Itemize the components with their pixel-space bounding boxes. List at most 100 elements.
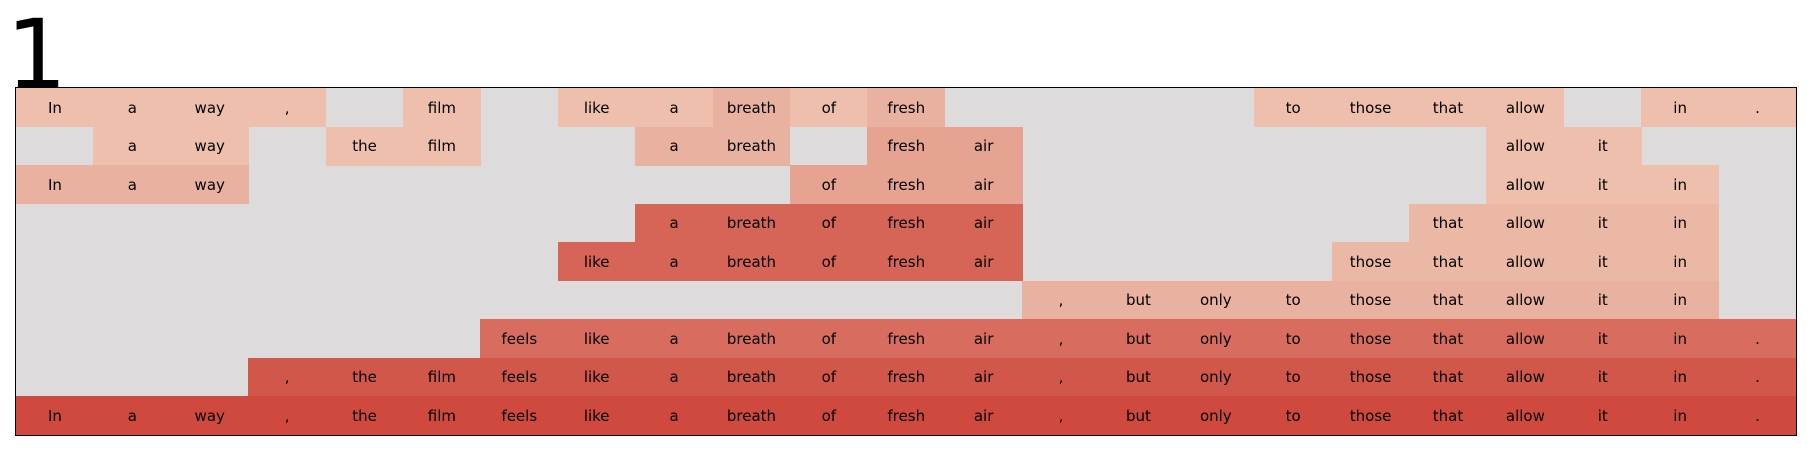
heatmap-cell [16,358,94,397]
heatmap-cell: of [789,203,868,243]
heatmap-cell: . [1718,396,1797,436]
heatmap-cell [171,281,249,320]
heatmap-cell: allow [1486,203,1565,243]
heatmap-cell: allow [1486,165,1565,205]
heatmap-cell: those [1331,242,1410,282]
heatmap-cell: in [1641,165,1720,205]
heatmap-cell: allow [1486,357,1565,397]
heatmap-cell: to [1254,396,1333,436]
heatmap-cell: of [789,396,868,436]
heatmap-cell: it [1563,126,1642,166]
heatmap-cell: like [557,88,636,128]
heatmap-cell: like [557,396,636,436]
heatmap-cell: feels [480,319,559,359]
heatmap-cell: but [1099,280,1178,320]
heatmap-cell [326,204,404,243]
heatmap-cell [945,88,1023,127]
heatmap-cell: way [170,396,249,436]
heatmap-cell: of [789,242,868,282]
heatmap-cell [1332,127,1410,166]
heatmap-cell: of [789,319,868,359]
heatmap-cell: that [1409,203,1487,243]
heatmap-cell: film [402,126,481,166]
heatmap-cell [480,88,558,127]
heatmap-cell: fresh [867,165,946,205]
heatmap-cell [1332,165,1410,204]
heatmap-cell [16,319,94,358]
heatmap-cell [326,319,404,358]
heatmap-cell [93,281,171,320]
heatmap-cell: breath [712,88,791,128]
heatmap-cell: allow [1486,319,1565,359]
heatmap-cell: breath [712,319,791,359]
heatmap-cell: those [1331,280,1410,320]
heatmap-cell [558,204,636,243]
heatmap-cell: a [93,396,172,436]
heatmap-cell [1022,127,1100,166]
token-heatmap: In a way, film like a breath of fresh to those that… [15,87,1797,436]
heatmap-cell: air [944,203,1023,243]
heatmap-cell [248,127,326,166]
heatmap-cell: it [1563,319,1642,359]
heatmap-cell: allow [1486,280,1565,320]
heatmap-cell: air [944,126,1023,166]
heatmap-cell: a [635,126,714,166]
heatmap-cell: it [1563,280,1642,320]
heatmap-cell [171,319,249,358]
heatmap-cell [171,242,249,281]
heatmap-cell [403,242,481,281]
heatmap-cell [16,127,94,166]
heatmap-cell: like [557,357,636,397]
heatmap-cell [1254,127,1332,166]
heatmap-cell [326,242,404,281]
heatmap-cell: fresh [867,242,946,282]
heatmap-cell: only [1176,319,1255,359]
heatmap-cell [326,281,404,320]
heatmap-cell: in [1641,280,1720,320]
heatmap-cell: a [93,126,172,166]
heatmap-cell [480,242,558,281]
heatmap-cell: allow [1486,396,1565,436]
heatmap-cell: in [1641,88,1720,128]
heatmap-cell [248,204,326,243]
heatmap-cell: air [944,357,1023,397]
heatmap-cell: a [93,165,172,205]
heatmap-cell [1099,204,1177,243]
heatmap-cell [1254,165,1332,204]
heatmap-cell [403,204,481,243]
heatmap-cell [16,242,94,281]
heatmap-cell: a [635,203,714,243]
heatmap-cell [1099,242,1177,281]
heatmap-cell [326,88,404,127]
heatmap-cell: those [1331,357,1410,397]
heatmap-cell: the [325,396,404,436]
heatmap-cell [93,319,171,358]
heatmap-cell: feels [480,357,559,397]
heatmap-cell: in [1641,396,1720,436]
heatmap-cell: that [1409,319,1487,359]
heatmap-cell: film [402,88,481,128]
heatmap-cell [248,165,326,204]
heatmap-cell: way [170,126,249,166]
heatmap-cell [635,165,713,204]
heatmap-cell: to [1254,88,1333,128]
heatmap-cell [1022,88,1100,127]
heatmap-cell: allow [1486,242,1565,282]
heatmap-cell [1254,204,1332,243]
heatmap-cell [248,242,326,281]
heatmap-cell [171,204,249,243]
heatmap-cell: that [1409,88,1487,128]
heatmap-cell [1022,165,1100,204]
heatmap-cell: that [1409,396,1487,436]
heatmap-cell [1719,281,1797,320]
heatmap-cell [1254,242,1332,281]
heatmap-cell [945,281,1023,320]
heatmap-cell: a [635,396,714,436]
heatmap-cell: air [944,165,1023,205]
heatmap-cell: in [1641,319,1720,359]
heatmap-cell [1409,165,1487,204]
heatmap-cell [558,165,636,204]
heatmap-cell [16,281,94,320]
heatmap-cell: it [1563,396,1642,436]
heatmap-cell [1719,242,1797,281]
